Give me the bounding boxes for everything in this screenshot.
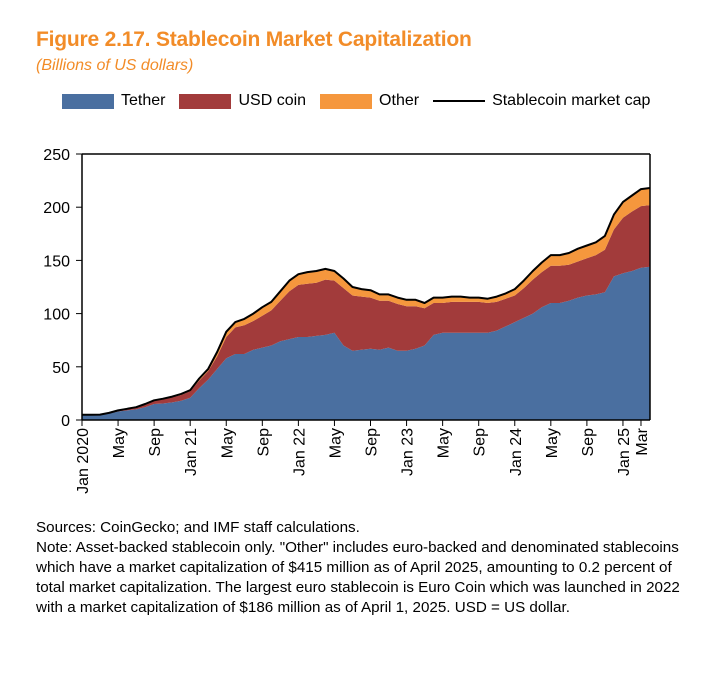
legend-label-tether: Tether [121,92,166,109]
area-tether [82,266,650,420]
x-tick-label-1: May [111,428,128,458]
x-tick-label-16: Mar [634,427,651,455]
legend-item-other: Other [320,92,419,110]
y-tick-label-200: 200 [43,200,70,217]
legend-swatch-tether [62,93,114,109]
stacked-area-chart: 0 50 100 150 200 250 Jan 2020 May Sep Jan 21 May Se… [43,147,651,494]
x-tick-label-7: May [327,428,344,458]
y-tick-label-0: 0 [61,413,70,430]
legend-item-usdc: USD coin [179,92,306,110]
y-tick-label-150: 150 [43,253,70,270]
x-tick-label-8: Sep [364,428,381,457]
x-tick-label-2: Sep [147,428,164,457]
legend-label-usdc: USD coin [238,92,307,109]
chart-title: Figure 2.17. Stablecoin Market Capitaliz… [36,28,472,51]
x-tick-label-3: Jan 21 [183,428,200,476]
legend-line-total [433,100,486,102]
note-text: Note: Asset-backed stablecoin only. "Oth… [36,539,680,616]
y-tick-label-100: 100 [43,307,70,324]
legend-swatch-usdc [179,93,232,109]
sources-text: Sources: CoinGecko; and IMF staff calcul… [36,519,360,536]
x-tick-label-15: Jan 25 [616,428,633,476]
x-tick-label-14: Sep [580,428,597,457]
legend-item-tether: Tether [62,92,165,110]
x-tick-label-11: Sep [472,428,489,457]
legend-label-other: Other [379,92,420,109]
chart-subtitle: (Billions of US dollars) [36,57,194,74]
y-tick-label-250: 250 [43,147,70,164]
legend-swatch-other [320,93,373,109]
x-tick-label-13: May [544,428,561,458]
legend-label-total: Stablecoin market cap [492,92,651,109]
chart-legend: Tether USD coin Other Stablecoin market … [62,90,664,112]
x-tick-label-0: Jan 2020 [75,428,92,494]
x-tick-label-10: May [436,428,453,458]
notes-block: Sources: CoinGecko; and IMF staff calcul… [36,518,696,618]
legend-item-total: Stablecoin market cap [433,92,650,110]
x-tick-label-6: Jan 22 [291,428,308,476]
x-tick-label-4: May [219,428,236,458]
area-usdc [82,205,650,416]
x-tick-label-9: Jan 23 [400,428,417,476]
x-tick-label-12: Jan 24 [508,428,525,476]
x-tick-label-5: Sep [255,428,272,457]
line-market-cap [82,187,651,416]
y-tick-label-50: 50 [52,360,70,377]
